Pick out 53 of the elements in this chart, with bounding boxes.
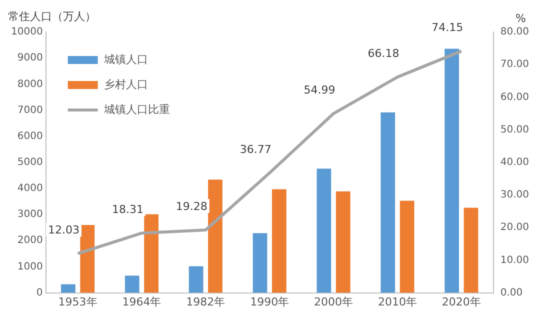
data-label: 19.28 [176, 200, 208, 213]
y2-tick-label: 20.00 [500, 222, 530, 234]
y2-tick-label: 10.00 [500, 254, 530, 266]
y2-tick-label: 30.00 [500, 190, 530, 201]
x-tick-label: 1953年 [58, 295, 98, 308]
bar [252, 233, 268, 293]
y2-axis-title: % [516, 12, 526, 25]
bar [336, 191, 350, 293]
bar [80, 224, 95, 293]
y-tick-label: 9000 [17, 52, 43, 64]
bar [400, 200, 414, 293]
bar [60, 284, 76, 293]
y-tick-label: 2000 [17, 235, 43, 246]
y-tick-label: 6000 [17, 130, 43, 142]
x-tick-label: 1990年 [250, 295, 290, 308]
data-label: 74.15 [432, 21, 464, 34]
y2-tick-label: 60.00 [500, 92, 530, 103]
x-tick-label: 1982年 [186, 295, 226, 308]
legend-label: 城镇人口比重 [102, 102, 170, 116]
y2-tick-label: 80.00 [500, 26, 530, 38]
bar [464, 208, 478, 293]
y2-tick-label: 40.00 [500, 156, 530, 168]
x-tick-label: 1964年 [122, 295, 162, 308]
y-tick-label: 3000 [17, 209, 43, 220]
data-label: 36.77 [240, 142, 272, 156]
legend-label: 城镇人口 [102, 52, 148, 66]
x-tick-label: 2020年 [442, 295, 481, 308]
data-label: 12.03 [48, 224, 80, 237]
bar [316, 168, 332, 293]
y-tick-label: 5000 [17, 156, 43, 168]
data-label: 66.18 [368, 47, 400, 60]
legend-label: 乡村人口 [104, 78, 148, 91]
x-tick-label: 2000年 [314, 295, 354, 308]
bar [124, 276, 140, 293]
bar [272, 189, 286, 293]
y-tick-label: 10000 [11, 26, 43, 38]
x-tick-label: 2010年 [378, 295, 417, 308]
bar [188, 266, 204, 293]
y2-tick-label: 50.00 [500, 124, 530, 136]
y-tick-label: 4000 [17, 183, 43, 194]
y2-tick-label: 0.00 [500, 287, 523, 298]
y-tick-label: 8000 [17, 78, 43, 90]
data-label: 18.31 [112, 203, 144, 216]
y2-tick-label: 70.00 [500, 59, 530, 70]
y-tick-label: 7000 [17, 104, 43, 116]
y-axis-title: 常住人口（万人） [8, 10, 96, 23]
bar [444, 48, 460, 293]
y-tick-label: 0 [36, 287, 43, 298]
data-label: 54.99 [304, 84, 336, 97]
bar [380, 112, 396, 293]
y-tick-label: 1000 [17, 261, 43, 272]
bar [144, 214, 158, 293]
bar [208, 180, 222, 293]
